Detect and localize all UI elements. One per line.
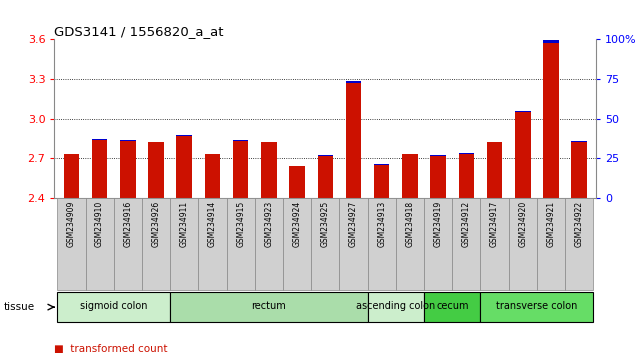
Text: ascending colon: ascending colon [356, 301, 435, 312]
Text: GSM234917: GSM234917 [490, 201, 499, 247]
Text: GSM234911: GSM234911 [179, 201, 188, 247]
Text: sigmoid colon: sigmoid colon [80, 301, 147, 312]
Bar [515, 112, 531, 198]
Text: GSM234919: GSM234919 [434, 201, 443, 247]
Bar [311, 198, 340, 290]
Bar [233, 140, 249, 141]
Text: GSM234912: GSM234912 [462, 201, 471, 247]
Bar [396, 198, 424, 290]
Bar [345, 81, 362, 83]
Text: GSM234922: GSM234922 [575, 201, 584, 247]
Bar [487, 143, 503, 198]
Bar [92, 139, 108, 140]
Bar [571, 143, 587, 198]
Bar [289, 166, 305, 198]
Bar [317, 155, 333, 156]
Bar [368, 198, 396, 290]
Text: GSM234927: GSM234927 [349, 201, 358, 247]
Text: rectum: rectum [251, 301, 287, 312]
Bar [261, 142, 277, 143]
Bar [453, 198, 481, 290]
Text: GSM234920: GSM234920 [519, 201, 528, 247]
Bar [57, 292, 170, 322]
Text: GSM234924: GSM234924 [292, 201, 302, 247]
Bar [345, 83, 362, 198]
Bar [458, 153, 474, 154]
Bar [120, 140, 136, 141]
Bar [57, 198, 85, 290]
Bar [515, 111, 531, 112]
Bar [63, 154, 79, 198]
Bar [430, 155, 446, 156]
Bar [170, 198, 198, 290]
Text: GSM234918: GSM234918 [406, 201, 415, 247]
Bar [148, 142, 164, 143]
Text: ■  transformed count: ■ transformed count [54, 344, 168, 354]
Bar [198, 198, 226, 290]
Text: GSM234925: GSM234925 [320, 201, 330, 247]
Bar [170, 292, 368, 322]
Bar [543, 43, 559, 198]
Bar [317, 156, 333, 198]
Bar [424, 292, 481, 322]
Bar [261, 143, 277, 198]
Bar [176, 136, 192, 198]
Bar [374, 165, 390, 198]
Bar [233, 141, 249, 198]
Bar [176, 135, 192, 136]
Text: tissue: tissue [3, 302, 35, 312]
Bar [254, 198, 283, 290]
Text: GSM234909: GSM234909 [67, 201, 76, 247]
Text: GDS3141 / 1556820_a_at: GDS3141 / 1556820_a_at [54, 25, 224, 38]
Bar [374, 164, 390, 165]
Bar [340, 198, 368, 290]
Text: GSM234913: GSM234913 [378, 201, 387, 247]
Bar [487, 142, 503, 143]
Bar [509, 198, 537, 290]
Text: GSM234910: GSM234910 [95, 201, 104, 247]
Bar [283, 198, 311, 290]
Bar [226, 198, 254, 290]
Bar [565, 198, 594, 290]
Bar [481, 198, 509, 290]
Bar [430, 156, 446, 198]
Bar [458, 154, 474, 198]
Bar [537, 198, 565, 290]
Text: GSM234914: GSM234914 [208, 201, 217, 247]
Text: transverse colon: transverse colon [496, 301, 578, 312]
Bar [85, 198, 113, 290]
Text: GSM234921: GSM234921 [547, 201, 556, 247]
Bar [481, 292, 594, 322]
Bar [120, 141, 136, 198]
Bar [543, 40, 559, 43]
Bar [204, 154, 221, 198]
Text: cecum: cecum [436, 301, 469, 312]
Text: GSM234923: GSM234923 [264, 201, 273, 247]
Text: GSM234915: GSM234915 [236, 201, 245, 247]
Bar [92, 140, 108, 198]
Bar [142, 198, 170, 290]
Bar [368, 292, 424, 322]
Bar [424, 198, 453, 290]
Bar [113, 198, 142, 290]
Bar [148, 143, 164, 198]
Bar [571, 141, 587, 143]
Bar [402, 154, 418, 198]
Text: GSM234916: GSM234916 [123, 201, 132, 247]
Text: GSM234926: GSM234926 [151, 201, 160, 247]
